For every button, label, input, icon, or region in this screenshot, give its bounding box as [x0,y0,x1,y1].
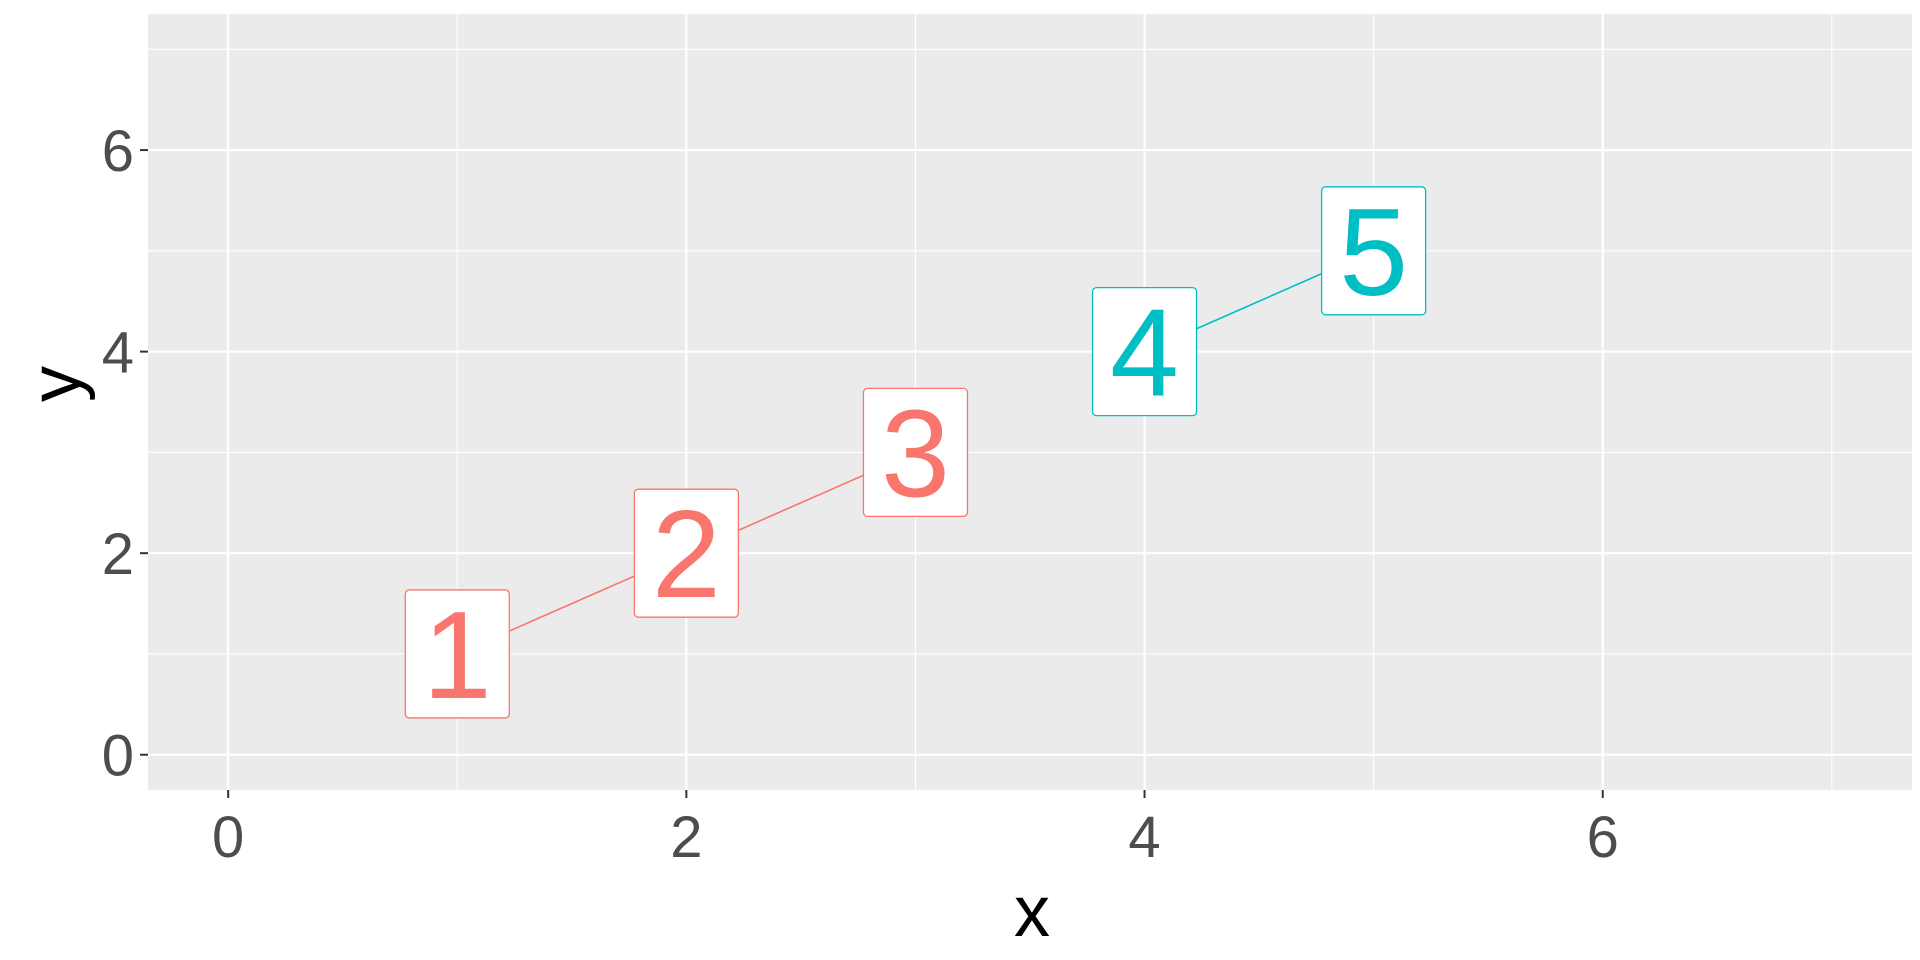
point-label-text: 1 [423,587,492,725]
y-axis-tick-label: 2 [102,522,134,587]
point-label-box [633,488,740,618]
point-label-box [404,589,510,719]
x-axis-tick-label: 0 [212,805,244,870]
x-axis-tick-label: 6 [1587,805,1619,870]
point-label-box [1091,286,1198,417]
y-axis-tick-label: 6 [102,119,134,184]
x-axis-title: x [1014,872,1050,952]
point-label: 3 [862,385,969,523]
x-axis-tick-label: 4 [1128,805,1160,870]
point-label-text: 3 [881,385,950,523]
y-axis-tick-label: 0 [102,724,134,789]
point-labels: 1 2 3 4 5 [404,184,1427,725]
y-axis-title: y [16,366,96,402]
point-label-box [862,387,969,518]
axis-ticks [140,149,1604,798]
x-axis-tick-label: 2 [670,805,702,870]
point-label-box [1320,186,1427,316]
point-label: 5 [1320,184,1427,322]
point-label-text: 2 [652,486,721,624]
y-axis-tick-label: 4 [102,321,134,386]
point-label: 2 [633,486,740,624]
y-axis-tick-labels: 0 2 4 6 [102,119,134,789]
point-label-text: 4 [1110,285,1179,423]
point-label: 1 [404,587,510,725]
point-label-text: 5 [1339,184,1408,322]
x-axis-tick-labels: 0 2 4 6 [212,805,1619,870]
point-label: 4 [1091,285,1198,423]
